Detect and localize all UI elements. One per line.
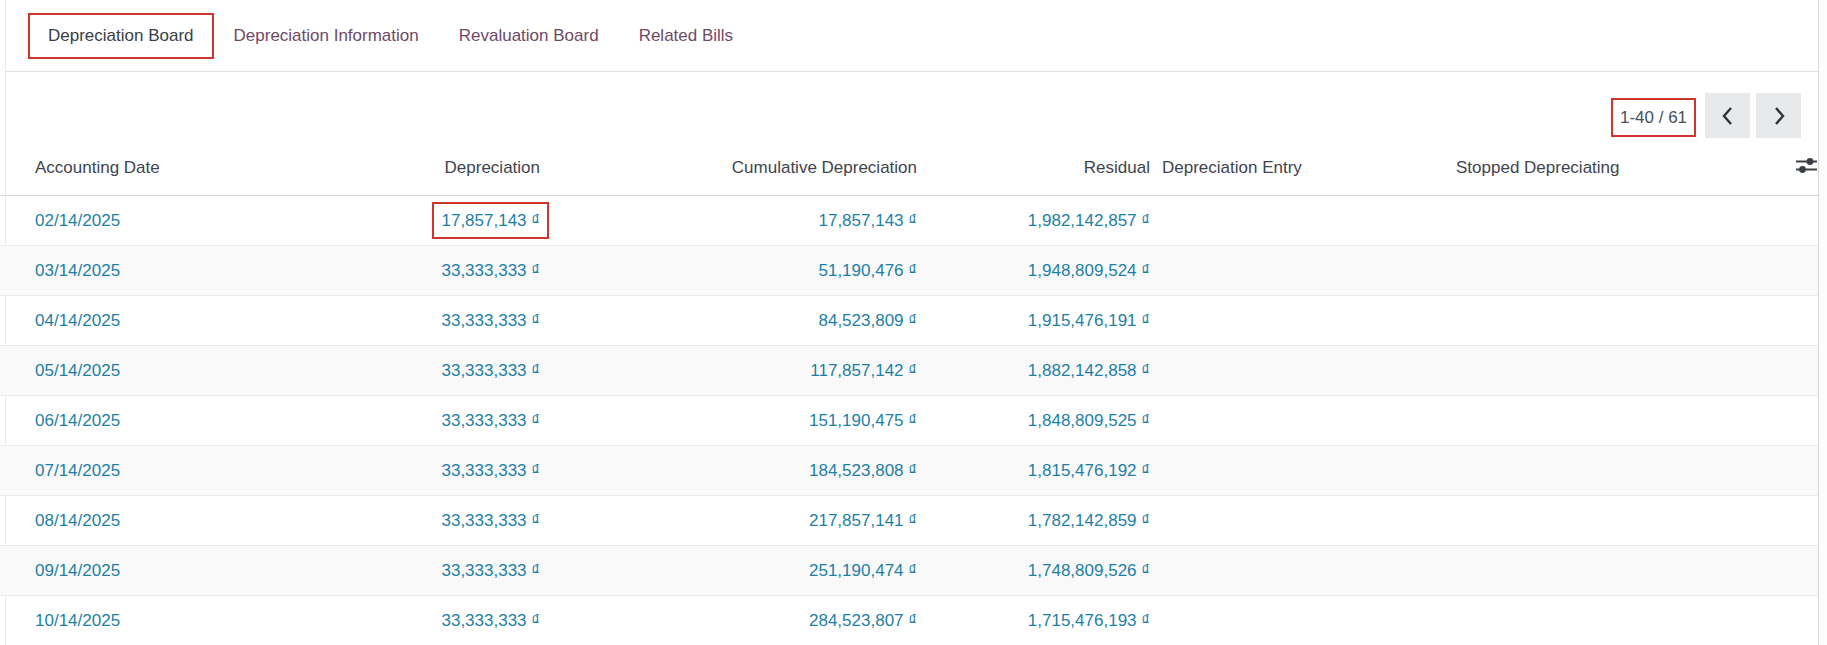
cell-residual: 1,782,142,859 ₫ — [917, 496, 1150, 546]
cell-residual: 1,715,476,193 ₫ — [917, 596, 1150, 645]
cell-spacer — [1790, 196, 1818, 246]
table-row[interactable]: 08/14/2025 33,333,333 ₫ 217,857,141 ₫ 1,… — [0, 496, 1818, 546]
cell-cumulative-depreciation: 151,190,475 ₫ — [540, 396, 917, 446]
header-columns-toggle[interactable] — [1790, 140, 1818, 196]
table-row[interactable]: 02/14/2025 17,857,143 ₫ 17,857,143 ₫ 1,9… — [0, 196, 1818, 246]
cell-residual: 1,882,142,858 ₫ — [917, 346, 1150, 396]
table-row[interactable]: 07/14/2025 33,333,333 ₫ 184,523,808 ₫ 1,… — [0, 446, 1818, 496]
cell-depreciation-entry — [1150, 496, 1444, 546]
header-residual[interactable]: Residual — [917, 140, 1150, 196]
pager-next-button[interactable] — [1756, 93, 1801, 138]
cell-accounting-date: 06/14/2025 — [0, 396, 320, 446]
cell-spacer — [1790, 546, 1818, 596]
cell-accounting-date: 07/14/2025 — [0, 446, 320, 496]
cell-accounting-date: 10/14/2025 — [0, 596, 320, 645]
cell-cumulative-depreciation: 117,857,142 ₫ — [540, 346, 917, 396]
cell-cumulative-depreciation: 251,190,474 ₫ — [540, 546, 917, 596]
pager: 1-40 / 61 — [0, 72, 1827, 140]
table-row[interactable]: 10/14/2025 33,333,333 ₫ 284,523,807 ₫ 1,… — [0, 596, 1818, 645]
cell-depreciation-entry — [1150, 296, 1444, 346]
table-row[interactable]: 04/14/2025 33,333,333 ₫ 84,523,809 ₫ 1,9… — [0, 296, 1818, 346]
cell-spacer — [1790, 596, 1818, 645]
header-cumulative-depreciation[interactable]: Cumulative Depreciation — [540, 140, 917, 196]
chevron-right-icon — [1770, 105, 1788, 127]
table-row[interactable]: 03/14/2025 33,333,333 ₫ 51,190,476 ₫ 1,9… — [0, 246, 1818, 296]
cell-depreciation: 17,857,143 ₫ — [320, 196, 540, 246]
cell-stopped-depreciating — [1444, 396, 1790, 446]
scrollbar-gutter — [1819, 0, 1827, 645]
pager-range[interactable]: 1-40 / 61 — [1611, 98, 1696, 137]
cell-depreciation: 33,333,333 ₫ — [320, 596, 540, 645]
sliders-icon — [1796, 157, 1817, 179]
cell-spacer — [1790, 396, 1818, 446]
header-depreciation[interactable]: Depreciation — [320, 140, 540, 196]
cell-depreciation-entry — [1150, 446, 1444, 496]
header-stopped-depreciating[interactable]: Stopped Depreciating — [1444, 140, 1790, 196]
cell-residual: 1,815,476,192 ₫ — [917, 446, 1150, 496]
cell-stopped-depreciating — [1444, 196, 1790, 246]
cell-residual: 1,748,809,526 ₫ — [917, 546, 1150, 596]
cell-stopped-depreciating — [1444, 246, 1790, 296]
cell-accounting-date: 09/14/2025 — [0, 546, 320, 596]
cell-cumulative-depreciation: 84,523,809 ₫ — [540, 296, 917, 346]
tab-related-bills[interactable]: Related Bills — [619, 13, 754, 59]
cell-depreciation: 33,333,333 ₫ — [320, 496, 540, 546]
cell-depreciation: 33,333,333 ₫ — [320, 246, 540, 296]
cell-spacer — [1790, 296, 1818, 346]
cell-spacer — [1790, 496, 1818, 546]
cell-spacer — [1790, 246, 1818, 296]
tab-revaluation-board[interactable]: Revaluation Board — [439, 13, 619, 59]
cell-stopped-depreciating — [1444, 496, 1790, 546]
cell-depreciation-entry — [1150, 346, 1444, 396]
cell-depreciation: 33,333,333 ₫ — [320, 396, 540, 446]
cell-accounting-date: 02/14/2025 — [0, 196, 320, 246]
cell-stopped-depreciating — [1444, 446, 1790, 496]
cell-accounting-date: 08/14/2025 — [0, 496, 320, 546]
cell-residual: 1,948,809,524 ₫ — [917, 246, 1150, 296]
chevron-left-icon — [1719, 105, 1737, 127]
cell-accounting-date: 03/14/2025 — [0, 246, 320, 296]
table-header-row: Accounting Date Depreciation Cumulative … — [0, 140, 1818, 196]
cell-cumulative-depreciation: 284,523,807 ₫ — [540, 596, 917, 645]
cell-spacer — [1790, 446, 1818, 496]
cell-accounting-date: 05/14/2025 — [0, 346, 320, 396]
depreciation-board-page: Depreciation Board Depreciation Informat… — [0, 0, 1827, 645]
pager-previous-button[interactable] — [1705, 93, 1750, 138]
notebook-tabs: Depreciation Board Depreciation Informat… — [6, 0, 1818, 72]
cell-depreciation: 33,333,333 ₫ — [320, 546, 540, 596]
cell-stopped-depreciating — [1444, 546, 1790, 596]
depreciation-lines-table: Accounting Date Depreciation Cumulative … — [0, 140, 1818, 645]
cell-residual: 1,982,142,857 ₫ — [917, 196, 1150, 246]
cell-depreciation: 33,333,333 ₫ — [320, 446, 540, 496]
cell-stopped-depreciating — [1444, 296, 1790, 346]
cell-stopped-depreciating — [1444, 596, 1790, 645]
cell-spacer — [1790, 346, 1818, 396]
tab-depreciation-information[interactable]: Depreciation Information — [214, 13, 439, 59]
cell-depreciation: 33,333,333 ₫ — [320, 346, 540, 396]
cell-depreciation-entry — [1150, 196, 1444, 246]
cell-residual: 1,915,476,191 ₫ — [917, 296, 1150, 346]
annotated-depreciation-value: 17,857,143 ₫ — [441, 211, 540, 230]
cell-depreciation-entry — [1150, 596, 1444, 645]
cell-depreciation-entry — [1150, 246, 1444, 296]
header-accounting-date[interactable]: Accounting Date — [0, 140, 320, 196]
cell-stopped-depreciating — [1444, 346, 1790, 396]
cell-depreciation-entry — [1150, 546, 1444, 596]
table-row[interactable]: 06/14/2025 33,333,333 ₫ 151,190,475 ₫ 1,… — [0, 396, 1818, 446]
cell-cumulative-depreciation: 184,523,808 ₫ — [540, 446, 917, 496]
cell-depreciation-entry — [1150, 396, 1444, 446]
cell-accounting-date: 04/14/2025 — [0, 296, 320, 346]
table-row[interactable]: 05/14/2025 33,333,333 ₫ 117,857,142 ₫ 1,… — [0, 346, 1818, 396]
cell-cumulative-depreciation: 17,857,143 ₫ — [540, 196, 917, 246]
cell-cumulative-depreciation: 217,857,141 ₫ — [540, 496, 917, 546]
tab-depreciation-board[interactable]: Depreciation Board — [28, 13, 214, 59]
cell-cumulative-depreciation: 51,190,476 ₫ — [540, 246, 917, 296]
cell-residual: 1,848,809,525 ₫ — [917, 396, 1150, 446]
table-row[interactable]: 09/14/2025 33,333,333 ₫ 251,190,474 ₫ 1,… — [0, 546, 1818, 596]
cell-depreciation: 33,333,333 ₫ — [320, 296, 540, 346]
header-depreciation-entry[interactable]: Depreciation Entry — [1150, 140, 1444, 196]
